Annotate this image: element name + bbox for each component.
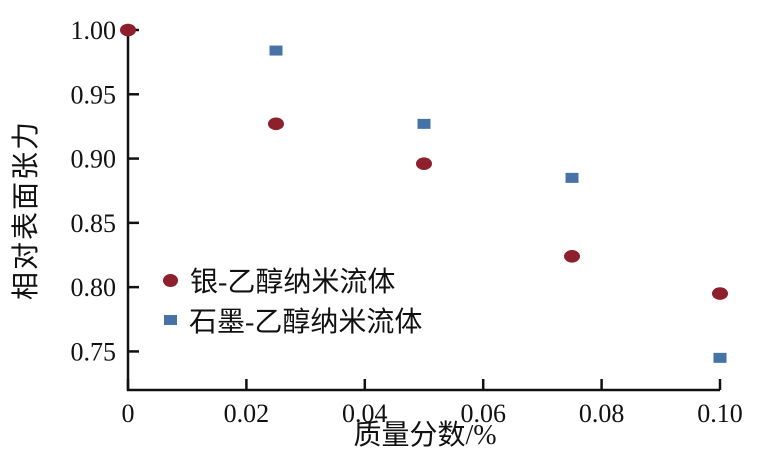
- data-point-silver: [416, 157, 432, 171]
- data-point-graphite: [417, 118, 431, 129]
- y-tick-label: 0.80: [71, 273, 117, 302]
- y-tick-label: 0.85: [71, 209, 117, 238]
- data-point-graphite: [269, 45, 283, 56]
- legend-item-silver: 银-乙醇纳米流体: [163, 260, 422, 300]
- y-tick-label: 0.90: [71, 145, 117, 174]
- legend: 银-乙醇纳米流体 石墨-乙醇纳米流体: [163, 260, 422, 340]
- data-point-silver: [120, 23, 136, 37]
- x-tick-label: 0.02: [224, 399, 270, 428]
- graphite-series-marker-icon: [164, 315, 177, 325]
- x-tick-label: 0.08: [579, 399, 625, 428]
- x-axis-label: 质量分数/%: [353, 420, 497, 451]
- data-point-silver: [564, 249, 580, 263]
- legend-label-silver: 银-乙醇纳米流体: [190, 267, 396, 298]
- silver-series-marker-icon: [163, 273, 178, 287]
- data-point-graphite: [713, 352, 727, 363]
- legend-label-graphite: 石墨-乙醇纳米流体: [189, 307, 423, 338]
- data-point-silver: [712, 287, 728, 300]
- legend-item-graphite: 石墨-乙醇纳米流体: [163, 300, 422, 340]
- y-tick-label: 0.75: [71, 337, 117, 366]
- x-tick-label: 0: [122, 399, 135, 428]
- x-tick-label: 0.04: [342, 399, 388, 428]
- data-point-graphite: [565, 172, 579, 183]
- y-tick-label: 0.95: [71, 80, 117, 109]
- x-tick-label: 0.06: [460, 399, 506, 428]
- y-axis-label: 相对表面张力: [11, 120, 42, 301]
- data-point-silver: [268, 117, 284, 131]
- y-tick-label: 1.00: [71, 16, 117, 45]
- x-tick-label: 0.10: [697, 399, 743, 428]
